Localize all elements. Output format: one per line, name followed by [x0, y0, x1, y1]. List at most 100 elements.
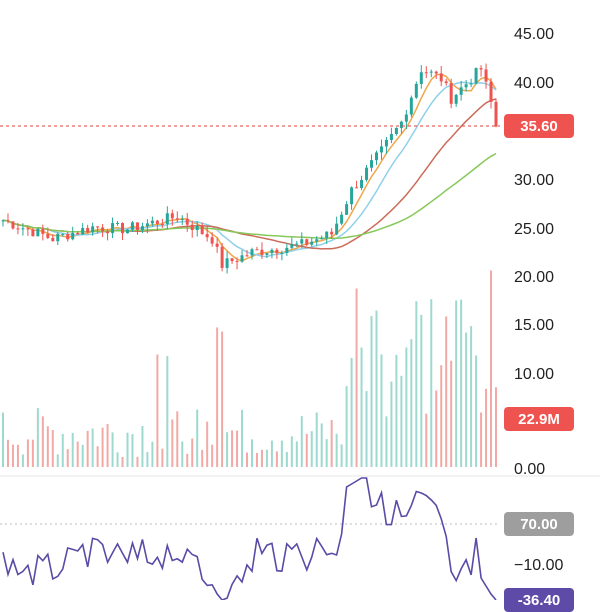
volume-bar [196, 409, 199, 467]
candle-body [315, 239, 319, 242]
volume-bar [325, 439, 328, 467]
volume-bar [206, 421, 209, 467]
volume-bar [241, 409, 244, 467]
candle-body [56, 233, 60, 242]
candle-body [414, 83, 418, 98]
volume-bar [31, 439, 34, 467]
current-price-badge: 35.60 [504, 114, 574, 138]
candle-body [245, 255, 249, 257]
volume-tick-15: 15.00 [514, 317, 555, 334]
volume-bar [280, 440, 283, 467]
candle-body [330, 231, 334, 235]
volume-bar [216, 327, 219, 467]
volume-bar [315, 412, 318, 467]
candle-body [355, 187, 359, 189]
candle-body [215, 243, 219, 247]
overbought-level-badge: 70.00 [504, 512, 574, 536]
candle-body [489, 81, 493, 102]
volume-bar [440, 365, 443, 467]
candle-body [41, 228, 45, 234]
candle-body [295, 243, 299, 245]
oscillator-line [2, 477, 497, 600]
candle-body [429, 71, 433, 73]
candle-body [125, 229, 129, 234]
candle-body [494, 101, 498, 127]
volume-bar [226, 432, 229, 467]
volume-bar [76, 441, 79, 467]
candle-body [389, 133, 393, 140]
volume-bar [355, 288, 358, 467]
candle-body [1, 220, 5, 222]
candle-body [280, 252, 284, 254]
volume-bar [111, 432, 114, 467]
candle-body [419, 72, 423, 84]
volume-bar [360, 347, 363, 467]
volume-bar [201, 449, 204, 467]
volume-bar [490, 270, 493, 467]
candle-body [145, 223, 149, 227]
volume-bar [480, 412, 483, 467]
volume-bar [340, 444, 343, 467]
volume-bar [106, 423, 109, 467]
volume-bar [400, 375, 403, 467]
candle-body [155, 220, 159, 224]
volume-bar [305, 433, 308, 467]
volume-bar [475, 355, 478, 467]
volume-bar [6, 439, 9, 467]
candle-body [195, 225, 199, 230]
candle-body [265, 253, 269, 255]
volume-bar [295, 441, 298, 467]
volume-bar [96, 446, 99, 467]
candle-body [61, 233, 65, 235]
candle-body [360, 179, 364, 189]
candle-body [101, 227, 105, 232]
volume-bar [166, 356, 169, 467]
candle-body [91, 226, 95, 233]
volume-bar [345, 386, 348, 467]
current-volume-badge: 22.9M [504, 407, 574, 431]
candle-body [350, 187, 354, 205]
volume-bar [61, 433, 64, 467]
volume-bar [211, 444, 214, 467]
volume-bar [290, 436, 293, 467]
candle-body [210, 237, 214, 244]
volume-bar [375, 310, 378, 467]
volume-bar [465, 332, 468, 467]
volume-bar [255, 452, 258, 467]
volume-bar [405, 347, 408, 467]
candle-body [454, 94, 458, 104]
volume-bar [425, 413, 428, 467]
volume-bar [231, 430, 234, 467]
candle-body [439, 73, 443, 82]
volume-bar [156, 354, 159, 467]
price-tick-40: 40.00 [514, 75, 555, 92]
candle-body [116, 222, 120, 224]
candle-body [479, 68, 483, 70]
volume-bar [285, 451, 288, 467]
candle-body [235, 261, 239, 263]
candle-body [46, 233, 50, 238]
candle-body [469, 83, 473, 85]
candle-body [51, 237, 55, 242]
volume-bar [141, 426, 144, 467]
candle-body [370, 160, 374, 168]
candle-body [434, 71, 438, 74]
candle-body [394, 127, 398, 134]
volume-bar [445, 316, 448, 467]
candle-body [310, 241, 314, 245]
candle-body [111, 223, 115, 234]
candle-body [374, 152, 378, 161]
volume-bar [126, 432, 129, 467]
candle-body [290, 243, 294, 248]
candle-body [459, 87, 463, 95]
candle-body [175, 218, 179, 220]
volume-bar [380, 354, 383, 467]
volume-bar [420, 314, 423, 467]
volume-bar [66, 449, 69, 467]
ma-fast-line [2, 73, 497, 262]
candle-body [71, 232, 75, 240]
volume-bar [320, 423, 323, 467]
volume-bar [470, 326, 473, 467]
volume-bar [171, 419, 174, 467]
